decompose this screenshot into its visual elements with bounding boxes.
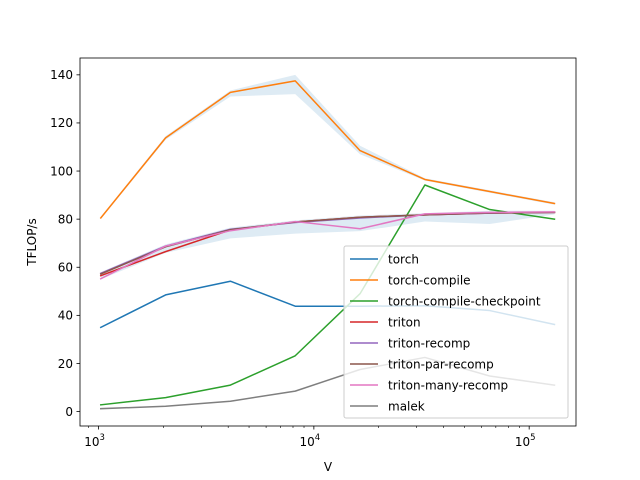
legend-box: [343, 245, 569, 419]
y-tick-label: 140: [50, 68, 73, 82]
legend-label-triton-many-recomp: triton-many-recomp: [388, 378, 508, 392]
legend: torch torch-compile torch-compile-checkpoi…: [343, 245, 569, 419]
y-tick-label: 0: [65, 405, 73, 419]
x-tick-label-base: 10: [84, 435, 99, 449]
legend-label-triton: triton: [388, 315, 421, 329]
series-line-triton-many-recomp: [99, 211, 556, 280]
x-axis-label: V: [324, 460, 333, 474]
x-tick-label-base: 10: [300, 435, 315, 449]
y-tick-label: 120: [50, 116, 73, 130]
x-tick-label: 105: [515, 433, 536, 449]
x-tick-label: 104: [300, 433, 321, 449]
x-tick-label-base: 10: [515, 435, 530, 449]
y-tick-label: 40: [58, 309, 73, 323]
legend-label-malek: malek: [388, 399, 425, 413]
y-axis-label: TFLOP/s: [25, 218, 39, 266]
legend-label-torch: torch: [388, 252, 419, 266]
axes-frame: [79, 57, 577, 427]
x-tick-label: 103: [84, 433, 105, 449]
series-line-torch-compile: [99, 80, 556, 220]
x-tick-label-exponent: 3: [99, 433, 104, 443]
legend-label-torch-compile-checkpoint: torch-compile-checkpoint: [388, 294, 541, 308]
y-tick-label: 20: [58, 357, 73, 371]
series-line-torch-compile-checkpoint: [99, 184, 556, 406]
x-tick-label-exponent: 4: [315, 433, 320, 443]
y-tick-label: 100: [50, 164, 73, 178]
y-tick-label: 60: [58, 261, 73, 275]
legend-label-torch-compile: torch-compile: [388, 273, 471, 287]
y-tick-label: 80: [58, 212, 73, 226]
legend-label-triton-par-recomp: triton-par-recomp: [388, 357, 494, 371]
legend-label-triton-recomp: triton-recomp: [388, 336, 470, 350]
x-tick-label-exponent: 5: [530, 433, 535, 443]
